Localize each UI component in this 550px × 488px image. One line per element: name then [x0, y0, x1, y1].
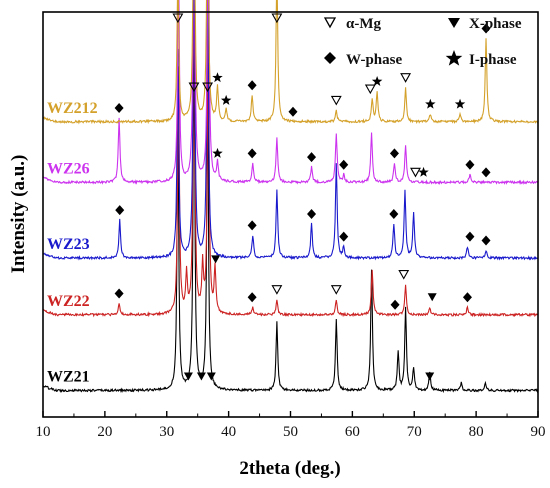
w-phase-marker	[465, 231, 475, 242]
marker-layer	[114, 13, 491, 381]
alpha-mg-marker	[172, 13, 184, 24]
x-phase-marker	[196, 372, 206, 381]
series-layer	[42, 0, 539, 394]
alpha-mg-marker	[330, 95, 342, 106]
w-phase-marker	[339, 159, 349, 170]
series-label: WZ23	[47, 236, 90, 253]
legend-label: X-phase	[469, 16, 522, 32]
i-phase-marker	[454, 98, 466, 109]
series-label: WZ26	[47, 160, 90, 177]
x-axis-title: 2theta (deg.)	[239, 458, 340, 479]
y-axis-title: Intensity (a.u.)	[8, 155, 29, 274]
alpha-mg-marker	[202, 82, 214, 93]
i-phase-marker	[371, 75, 383, 86]
x-tick-label: 20	[97, 424, 112, 440]
w-phase-marker	[114, 102, 124, 113]
w-phase-marker	[465, 159, 475, 170]
x-tick-label: 70	[407, 424, 422, 440]
x-tick-label: 40	[221, 424, 236, 440]
i-phase-marker	[418, 166, 429, 177]
legend-i-phase-icon	[445, 50, 463, 66]
series-label: WZ22	[47, 293, 90, 310]
alpha-mg-marker	[330, 285, 342, 295]
series-line	[42, 0, 539, 318]
w-phase-marker	[307, 152, 317, 163]
series-line	[42, 0, 539, 186]
i-phase-marker	[220, 94, 232, 105]
legend-alpha-mg-icon	[323, 17, 337, 29]
x-tick-label: 10	[36, 424, 51, 440]
w-phase-marker	[390, 299, 400, 310]
alpha-mg-marker	[271, 285, 283, 295]
legend-w-phase-icon	[324, 52, 336, 64]
x-phase-marker	[425, 372, 435, 381]
series-line	[42, 29, 539, 394]
w-phase-marker	[481, 167, 491, 178]
plot-frame	[42, 11, 539, 418]
w-phase-marker	[462, 292, 472, 303]
legend-x-phase-icon	[448, 18, 460, 28]
x-axis: 10 20 30 40 50 60 70 80 90	[36, 411, 546, 440]
w-phase-marker	[247, 80, 257, 91]
legend-label: α-Mg	[346, 16, 382, 32]
w-phase-marker	[115, 205, 125, 216]
alpha-mg-marker	[398, 269, 410, 280]
w-phase-marker	[114, 288, 124, 299]
i-phase-marker	[212, 72, 223, 83]
w-phase-marker	[481, 23, 491, 34]
i-phase-marker	[425, 98, 436, 109]
legend-label: I-phase	[469, 52, 517, 68]
w-phase-marker	[339, 231, 349, 242]
x-tick-label: 30	[159, 424, 174, 440]
w-phase-marker	[247, 148, 257, 159]
x-phase-marker	[211, 255, 221, 264]
series-labels: WZ21 WZ22 WZ23 WZ26 WZ212	[47, 100, 98, 386]
x-phase-marker	[183, 372, 193, 381]
alpha-mg-marker	[410, 167, 421, 178]
w-phase-marker	[307, 208, 317, 219]
alpha-mg-marker	[271, 13, 283, 24]
series-line	[42, 0, 539, 261]
series-line	[42, 0, 539, 125]
w-phase-marker	[389, 148, 399, 159]
w-phase-marker	[247, 220, 257, 231]
series-label: WZ21	[47, 369, 90, 386]
w-phase-marker	[481, 235, 491, 246]
x-phase-marker	[206, 372, 216, 381]
x-tick-label: 50	[283, 424, 298, 440]
x-phase-marker	[427, 293, 437, 302]
alpha-mg-marker	[188, 82, 200, 93]
w-phase-marker	[288, 106, 298, 117]
legend-label: W-phase	[346, 52, 402, 68]
alpha-mg-marker	[364, 84, 376, 95]
w-phase-marker	[389, 208, 399, 219]
alpha-mg-marker	[400, 73, 412, 83]
x-tick-label: 90	[531, 424, 546, 440]
series-label: WZ212	[47, 100, 98, 117]
i-phase-marker	[212, 147, 223, 158]
x-tick-label: 60	[345, 424, 360, 440]
x-tick-label: 80	[469, 424, 484, 440]
legend: α-Mg X-phase W-phase I-phase	[323, 16, 522, 68]
w-phase-marker	[247, 292, 257, 303]
